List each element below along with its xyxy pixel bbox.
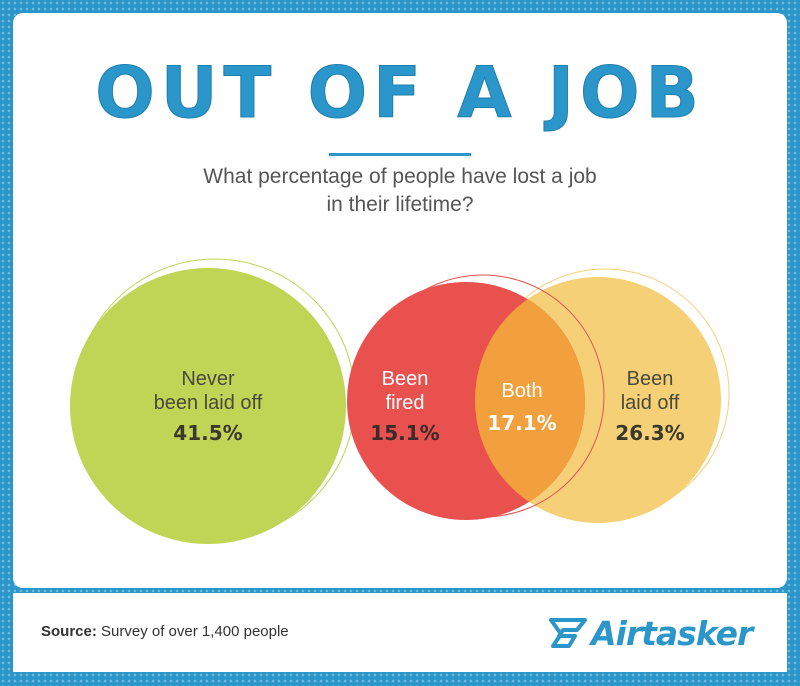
never-label-line-1: Never bbox=[181, 368, 235, 390]
never-value: 41.5% bbox=[173, 421, 242, 445]
both-overlap bbox=[475, 282, 585, 520]
both-label: Both bbox=[501, 380, 542, 402]
footer: Source: Survey of over 1,400 people Airt… bbox=[13, 593, 787, 672]
fired-value: 15.1% bbox=[370, 421, 439, 445]
subtitle-line-1: What percentage of people have lost a jo… bbox=[203, 165, 597, 188]
fired-label-line-1: Been bbox=[382, 368, 429, 390]
laid-off-label-line-1: Been bbox=[627, 368, 674, 390]
laid-off-value: 26.3% bbox=[615, 421, 684, 445]
fired-label-line-2: fired bbox=[386, 392, 425, 414]
never-circle bbox=[70, 268, 346, 544]
airtasker-mark-icon bbox=[549, 618, 587, 648]
infographic-card: OUT OF A JOB What percentage of people h… bbox=[13, 13, 787, 588]
airtasker-logo: Airtasker bbox=[549, 613, 753, 653]
title-underline bbox=[329, 153, 471, 156]
both-value: 17.1% bbox=[487, 411, 556, 435]
laid-off-label-line-2: laid off bbox=[621, 392, 680, 414]
page-title: OUT OF A JOB bbox=[95, 52, 705, 134]
source-text: Survey of over 1,400 people bbox=[96, 623, 289, 640]
subtitle-line-2: in their lifetime? bbox=[326, 193, 474, 216]
source-label: Source: bbox=[41, 623, 97, 640]
subtitle: What percentage of people have lost a jo… bbox=[125, 163, 675, 219]
brand-name: Airtasker bbox=[591, 613, 753, 653]
venn-diagram: Never been laid off 41.5% Been fired 15.… bbox=[70, 258, 730, 544]
never-label-line-2: been laid off bbox=[154, 392, 263, 414]
source-note: Source: Survey of over 1,400 people bbox=[41, 623, 289, 640]
